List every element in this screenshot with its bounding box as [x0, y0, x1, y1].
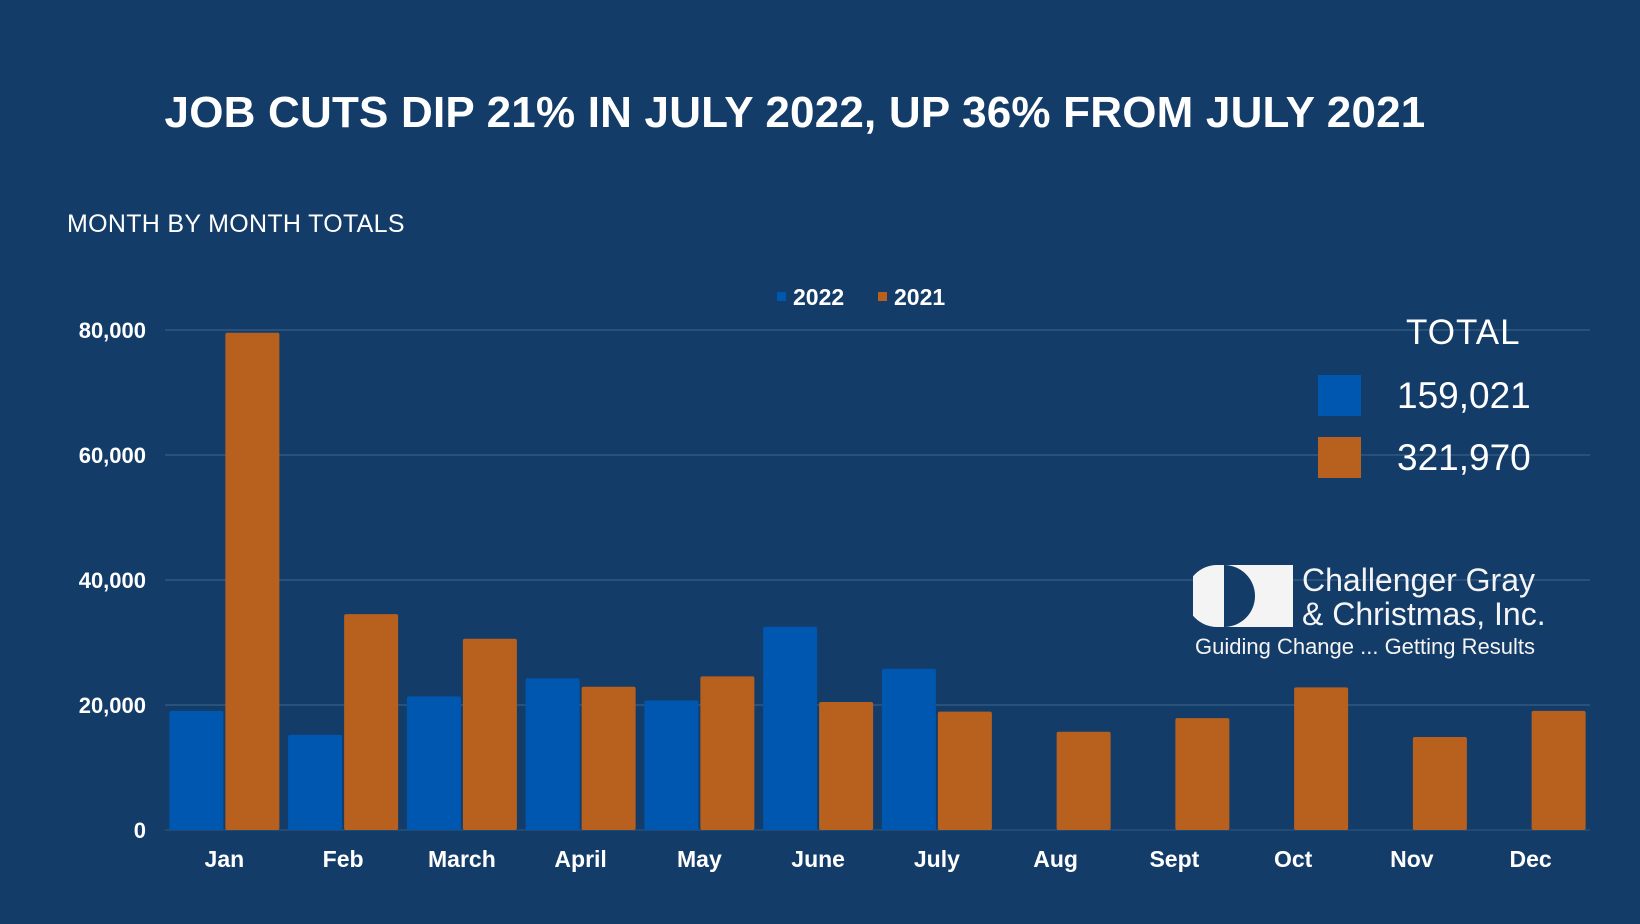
bar-2021-oct — [1294, 687, 1349, 830]
x-tick-label: Feb — [323, 846, 364, 872]
bar-2022-feb — [288, 734, 343, 830]
total-swatch-2021 — [1318, 437, 1361, 478]
x-tick-label: Oct — [1274, 846, 1313, 872]
chart-title: JOB CUTS DIP 21% IN JULY 2022, UP 36% FR… — [164, 88, 1426, 137]
x-tick-label: March — [428, 846, 496, 872]
x-tick-label: June — [791, 846, 845, 872]
logo-mark-icon — [1193, 565, 1293, 627]
x-tick-label: Nov — [1390, 846, 1434, 872]
x-tick-label: May — [677, 846, 722, 872]
bars — [169, 332, 1586, 830]
x-tick-label: Aug — [1033, 846, 1078, 872]
bar-2022-june — [763, 626, 818, 830]
bar-2022-march — [406, 696, 461, 830]
bar-2022-april — [525, 678, 580, 830]
bar-2021-aug — [1056, 731, 1111, 830]
x-tick-label: Jan — [205, 846, 245, 872]
total-value-2021: 321,970 — [1397, 437, 1531, 478]
bar-2021-july — [937, 711, 992, 830]
legend-swatch-2022 — [777, 292, 786, 301]
bar-2021-nov — [1412, 737, 1467, 830]
legend-swatch-2021 — [878, 292, 887, 301]
bar-2021-april — [581, 686, 636, 830]
legend: 2022 2021 — [777, 284, 945, 310]
bar-2021-jan — [225, 332, 280, 830]
y-tick-label: 20,000 — [79, 693, 146, 718]
totals-title: TOTAL — [1406, 313, 1521, 352]
bar-2021-may — [700, 676, 755, 830]
y-tick-label: 60,000 — [79, 443, 146, 468]
y-axis-ticks: 0 20,000 40,000 60,000 80,000 — [79, 318, 146, 843]
total-value-2022: 159,021 — [1397, 375, 1531, 416]
x-tick-label: April — [554, 846, 606, 872]
bar-2021-sept — [1175, 718, 1230, 830]
legend-label-2021: 2021 — [894, 284, 945, 310]
logo-name-line-1: Challenger Gray — [1302, 562, 1535, 598]
y-tick-label: 80,000 — [79, 318, 146, 343]
company-logo: Challenger Gray & Christmas, Inc. Guidin… — [1193, 562, 1553, 672]
bar-2021-june — [819, 702, 874, 830]
bar-2021-dec — [1531, 710, 1586, 830]
bar-2021-march — [462, 638, 517, 830]
x-tick-label: Sept — [1149, 846, 1199, 872]
logo-tagline: Guiding Change ... Getting Results — [1195, 634, 1535, 659]
legend-label-2022: 2022 — [793, 284, 844, 310]
logo-name-line-2: & Christmas, Inc. — [1302, 596, 1546, 632]
x-tick-label: Dec — [1510, 846, 1552, 872]
bar-2022-jan — [169, 710, 224, 830]
chart-subtitle: MONTH BY MONTH TOTALS — [67, 210, 405, 238]
y-tick-label: 40,000 — [79, 568, 146, 593]
x-tick-label: July — [914, 846, 960, 872]
total-swatch-2022 — [1318, 375, 1361, 416]
bar-2022-may — [644, 700, 699, 830]
y-tick-label: 0 — [134, 818, 146, 843]
x-axis-ticks: Jan Feb March April May June July Aug Sept Oct Nov… — [205, 846, 1552, 872]
bar-2021-feb — [344, 614, 399, 830]
bar-2022-july — [881, 668, 936, 830]
